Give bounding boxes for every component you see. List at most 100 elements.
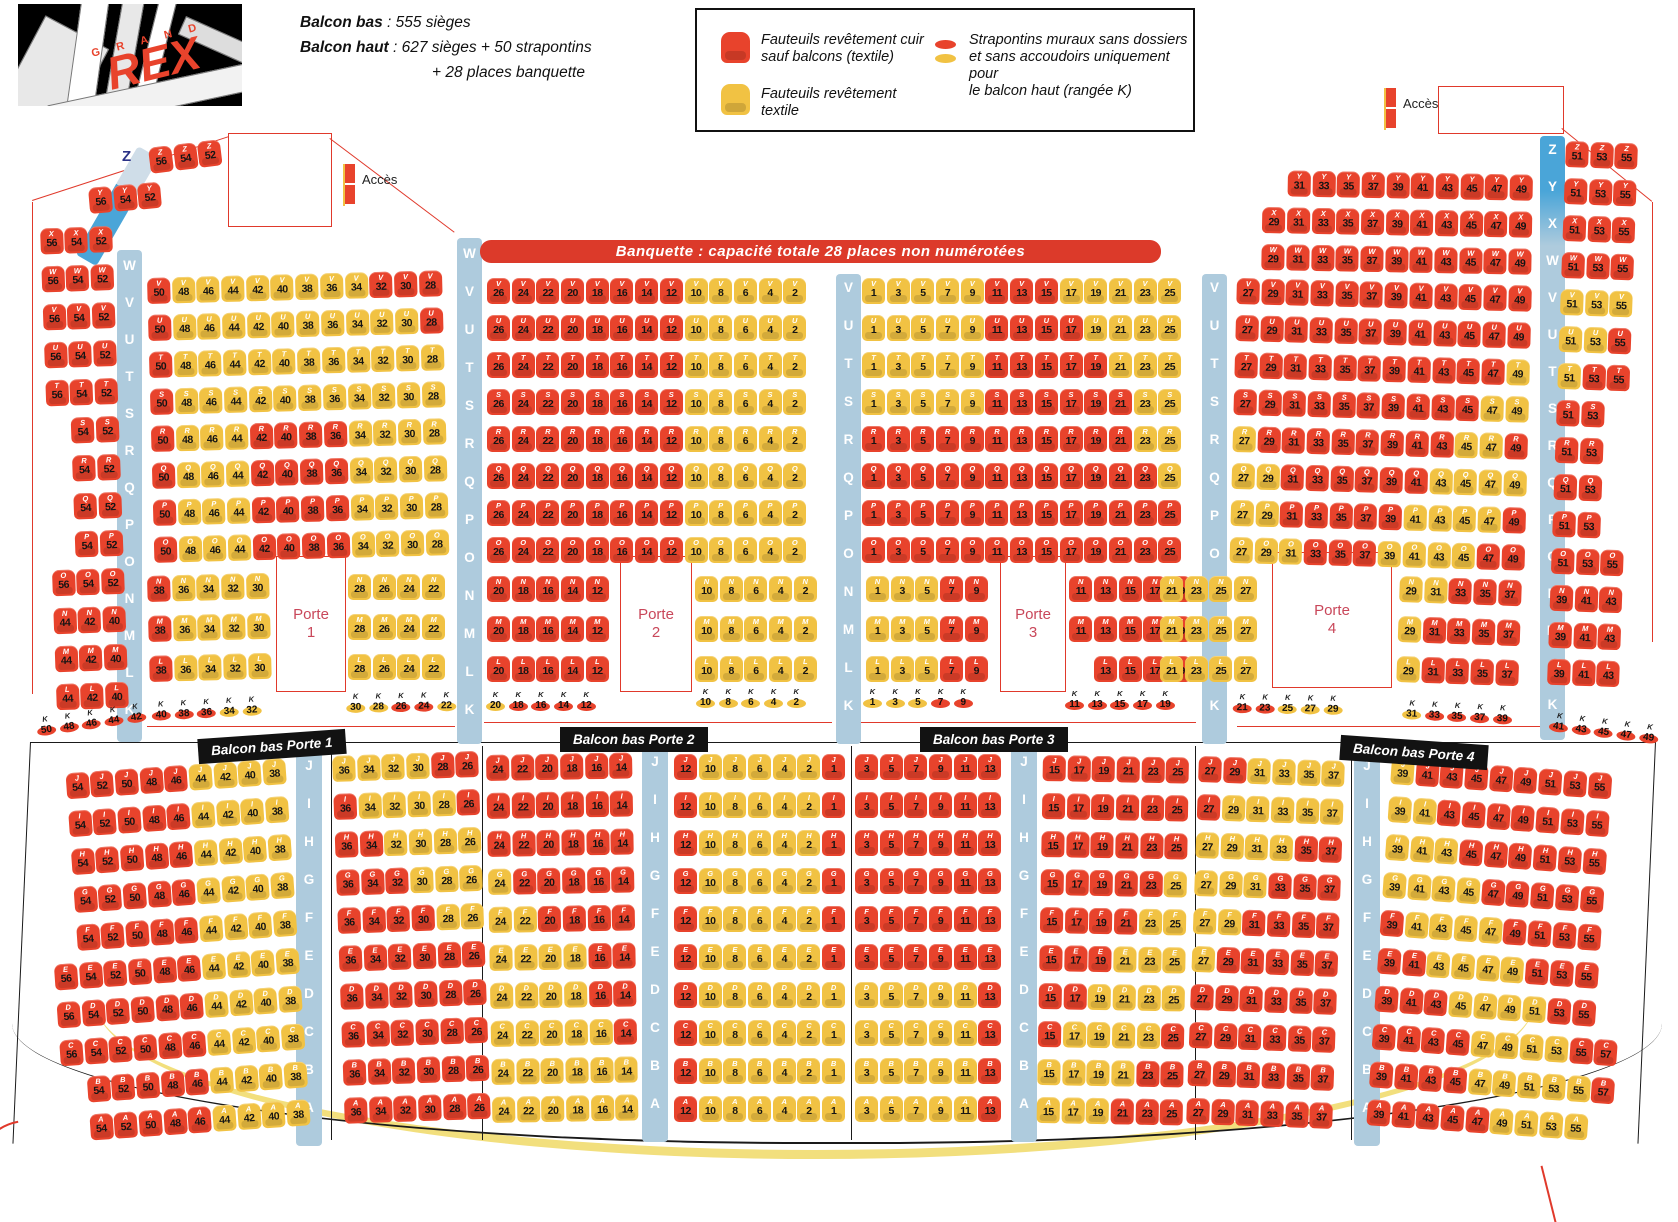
seat-S48[interactable]: S 48 [174, 387, 199, 415]
seat-C54[interactable]: C 54 [83, 1037, 109, 1065]
seat-X45[interactable]: X 45 [1459, 210, 1483, 237]
seat-Q41[interactable]: Q 41 [1404, 467, 1428, 495]
seat-S31[interactable]: S 31 [1282, 390, 1307, 417]
seat-X53[interactable]: X 53 [1587, 215, 1612, 243]
seat-O48[interactable]: O 48 [178, 535, 203, 563]
seat-A30[interactable]: A 30 [417, 1094, 442, 1122]
seat-P43[interactable]: P 43 [1427, 505, 1452, 532]
seat-V44[interactable]: V 44 [221, 275, 245, 303]
seat-F21[interactable]: F 21 [1113, 908, 1138, 935]
seat-C20[interactable]: C 20 [540, 1019, 564, 1047]
seat-G44[interactable]: G 44 [196, 876, 221, 905]
seat-V37[interactable]: V 37 [1359, 281, 1384, 308]
seat-K31[interactable]: K 31 [1401, 698, 1423, 725]
seat-N35[interactable]: N 35 [1473, 578, 1498, 606]
seat-D33[interactable]: D 33 [1264, 986, 1289, 1014]
seat-F23[interactable]: F 23 [1138, 908, 1163, 936]
seat-R15[interactable]: R 15 [1034, 426, 1058, 452]
seat-I26[interactable]: I 26 [456, 788, 481, 816]
seat-M23[interactable]: M 23 [1184, 616, 1208, 642]
seat-Q20[interactable]: Q 20 [561, 463, 585, 489]
seat-H21[interactable]: H 21 [1115, 832, 1139, 859]
seat-T54[interactable]: T 54 [69, 378, 94, 406]
seat-Q43[interactable]: Q 43 [1428, 468, 1453, 495]
seat-T43[interactable]: T 43 [1431, 357, 1456, 384]
seat-J12[interactable]: J 12 [674, 754, 697, 780]
seat-R22[interactable]: R 22 [536, 426, 560, 452]
seat-S24[interactable]: S 24 [511, 389, 535, 415]
seat-O10[interactable]: O 10 [684, 537, 708, 563]
seat-I49[interactable]: I 49 [1510, 804, 1536, 833]
seat-C17[interactable]: C 17 [1062, 1021, 1087, 1048]
aisle-spineM[interactable]: V U T S R Q P O N M L K [836, 274, 861, 744]
seat-I19[interactable]: I 19 [1091, 793, 1115, 821]
seat-D50[interactable]: D 50 [130, 995, 155, 1024]
seat-Q34[interactable]: Q 34 [349, 457, 373, 484]
seat-V48[interactable]: V 48 [171, 276, 196, 304]
seat-M32[interactable]: M 32 [222, 613, 246, 641]
seat-Q39[interactable]: Q 39 [1379, 466, 1404, 494]
seat-H35[interactable]: H 35 [1294, 835, 1319, 863]
seat-P46[interactable]: P 46 [202, 498, 226, 525]
seat-U50[interactable]: U 50 [147, 314, 172, 341]
seat-J31[interactable]: J 31 [1247, 757, 1272, 785]
seat-C11[interactable]: C 11 [953, 1020, 977, 1046]
seat-H44[interactable]: H 44 [193, 838, 219, 867]
seat-G12[interactable]: G 12 [674, 868, 697, 894]
seat-K43[interactable]: K 43 [1569, 713, 1593, 741]
seat-G46[interactable]: G 46 [171, 878, 197, 907]
seat-M34[interactable]: M 34 [197, 614, 222, 641]
seat-C30[interactable]: C 30 [415, 1018, 440, 1046]
seat-F31[interactable]: F 31 [1242, 909, 1267, 937]
seat-G37[interactable]: G 37 [1317, 874, 1342, 902]
seat-B16[interactable]: B 16 [590, 1056, 614, 1084]
seat-L36[interactable]: L 36 [173, 654, 198, 682]
seat-V25[interactable]: V 25 [1158, 278, 1182, 304]
seat-J18[interactable]: J 18 [560, 753, 584, 780]
seat-E29[interactable]: E 29 [1216, 946, 1241, 974]
seat-R39[interactable]: R 39 [1380, 429, 1405, 457]
seat-W37[interactable]: W 37 [1360, 245, 1384, 273]
seat-P47[interactable]: P 47 [1477, 506, 1501, 533]
seat-J10[interactable]: J 10 [698, 754, 722, 780]
seat-T19[interactable]: T 19 [1084, 352, 1108, 378]
aisle-aisle2[interactable]: J I H G F E D C B A [642, 746, 668, 1142]
seat-G50[interactable]: G 50 [122, 882, 148, 910]
seat-N39[interactable]: N 39 [1549, 584, 1574, 612]
seat-U53[interactable]: U 53 [1583, 326, 1608, 354]
seat-B14[interactable]: B 14 [614, 1056, 639, 1083]
seat-P23[interactable]: P 23 [1133, 500, 1157, 526]
seat-L32[interactable]: L 32 [223, 653, 247, 681]
seat-O44[interactable]: O 44 [227, 534, 252, 561]
seat-Y39[interactable]: Y 39 [1386, 172, 1410, 199]
seat-H39[interactable]: H 39 [1384, 833, 1410, 862]
seat-H46[interactable]: H 46 [168, 840, 194, 869]
seat-U39[interactable]: U 39 [1383, 318, 1408, 346]
seat-H42[interactable]: H 42 [218, 837, 243, 865]
seat-G26[interactable]: G 26 [459, 864, 484, 892]
seat-L22[interactable]: L 22 [422, 654, 446, 680]
seat-B31[interactable]: B 31 [1236, 1061, 1261, 1089]
seat-P18[interactable]: P 18 [585, 500, 609, 526]
seat-T38[interactable]: T 38 [297, 347, 321, 375]
seat-A47[interactable]: A 47 [1464, 1106, 1490, 1134]
seat-D35[interactable]: D 35 [1288, 987, 1313, 1015]
seat-D25[interactable]: D 25 [1161, 985, 1186, 1012]
seat-T22[interactable]: T 22 [536, 352, 560, 378]
